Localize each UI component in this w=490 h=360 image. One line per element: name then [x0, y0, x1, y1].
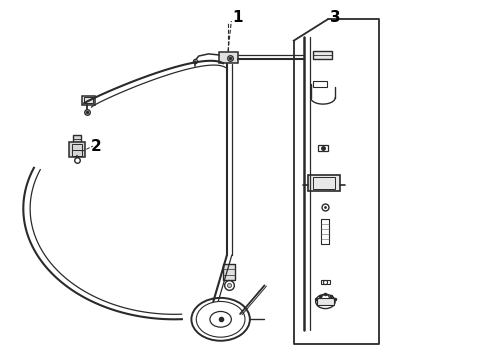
Bar: [73, 135, 81, 143]
Text: 1: 1: [232, 10, 243, 25]
Bar: [313, 51, 332, 59]
Text: 2: 2: [91, 139, 102, 154]
Bar: [84, 98, 93, 103]
Bar: [308, 175, 340, 191]
Bar: [223, 264, 235, 280]
Bar: [317, 298, 334, 305]
Bar: [69, 143, 85, 157]
Bar: [223, 264, 235, 280]
Bar: [313, 177, 335, 189]
Bar: [72, 144, 82, 156]
Bar: [318, 145, 328, 152]
Bar: [320, 280, 330, 284]
Bar: [313, 51, 332, 59]
Bar: [313, 81, 327, 87]
Bar: [82, 96, 96, 105]
Text: 3: 3: [330, 10, 341, 25]
Bar: [219, 53, 238, 63]
